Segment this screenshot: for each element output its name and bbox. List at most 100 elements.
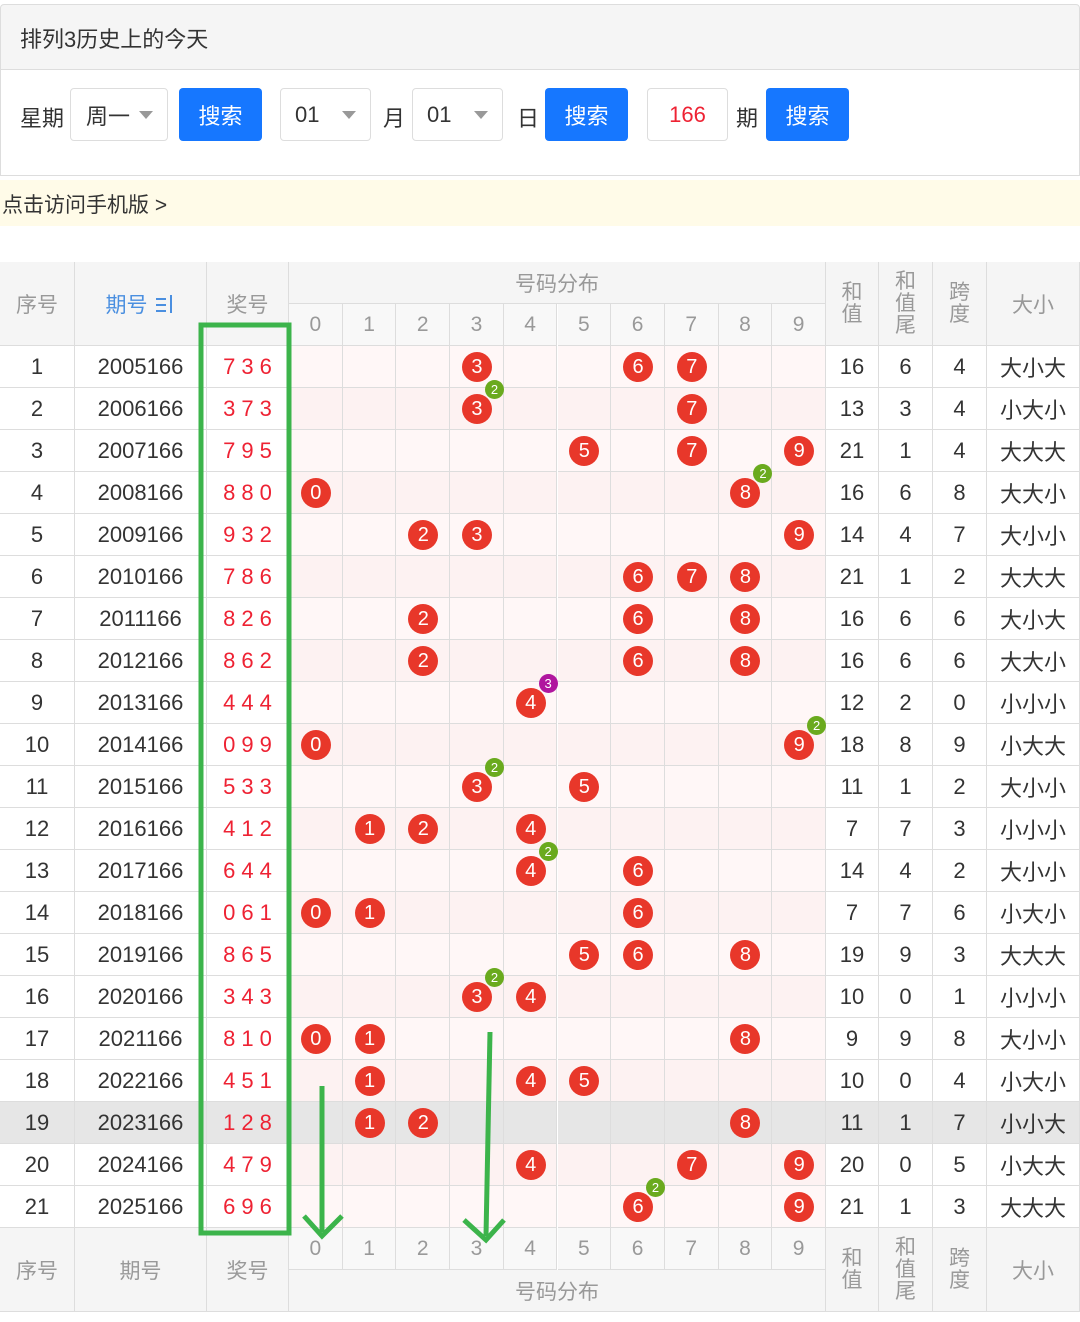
digit-cell bbox=[664, 598, 719, 640]
week-select[interactable]: 周一 bbox=[70, 88, 168, 141]
tail-cell: 6 bbox=[879, 346, 933, 388]
draw-cell: 479 bbox=[207, 1144, 289, 1186]
issue-cell: 2025166 bbox=[75, 1186, 207, 1228]
digit-cell bbox=[503, 430, 558, 472]
digit-cell bbox=[342, 640, 397, 682]
digit-cell bbox=[611, 1060, 665, 1102]
sum-cell: 13 bbox=[826, 388, 879, 430]
header-text: 和值 bbox=[841, 280, 863, 326]
digit-cell bbox=[664, 514, 719, 556]
digit-cell bbox=[342, 430, 397, 472]
digit-cell bbox=[289, 1060, 343, 1102]
number-ball: 2 bbox=[408, 1108, 439, 1138]
header-text: 和值尾 bbox=[895, 1235, 916, 1303]
digit-cell bbox=[664, 892, 719, 934]
digit-cell bbox=[289, 430, 343, 472]
index-cell: 13 bbox=[0, 850, 75, 892]
size-cell: 大小大 bbox=[987, 346, 1080, 388]
index-cell: 6 bbox=[0, 556, 75, 598]
number-ball: 4 bbox=[515, 688, 546, 718]
header-cell: 大小 bbox=[987, 262, 1080, 346]
search-button[interactable]: 搜索 bbox=[766, 88, 849, 141]
repeat-badge: 2 bbox=[646, 1178, 666, 1197]
draw-cell: 451 bbox=[207, 1060, 289, 1102]
digit-cell bbox=[450, 892, 504, 934]
digit-cell bbox=[557, 1018, 612, 1060]
sort-icon[interactable] bbox=[154, 293, 176, 315]
digit-cell bbox=[664, 934, 719, 976]
digit-cell bbox=[450, 430, 504, 472]
sum-cell: 20 bbox=[826, 1144, 879, 1186]
digit-cell bbox=[503, 766, 558, 808]
digit-cell bbox=[450, 808, 504, 850]
number-ball: 6 bbox=[623, 352, 654, 382]
digit-cell bbox=[611, 514, 665, 556]
period-label: 期 bbox=[736, 106, 759, 131]
digit-cell bbox=[772, 346, 826, 388]
digit-header: 6 bbox=[611, 1228, 665, 1270]
digit-cell bbox=[611, 976, 665, 1018]
tail-cell: 4 bbox=[879, 514, 933, 556]
digit-cell bbox=[718, 724, 773, 766]
digit-cell bbox=[718, 808, 773, 850]
draw-cell: 880 bbox=[207, 472, 289, 514]
tail-cell: 0 bbox=[879, 976, 933, 1018]
tail-cell: 2 bbox=[879, 682, 933, 724]
digit-cell bbox=[503, 1018, 558, 1060]
number-ball: 9 bbox=[784, 436, 815, 466]
digit-header: 4 bbox=[503, 1228, 558, 1270]
span-cell: 2 bbox=[933, 766, 987, 808]
issue-cell: 2017166 bbox=[75, 850, 207, 892]
size-cell: 大大小 bbox=[987, 472, 1080, 514]
digit-cell bbox=[289, 598, 343, 640]
size-cell: 大大大 bbox=[987, 556, 1080, 598]
tail-cell: 6 bbox=[879, 598, 933, 640]
draw-cell: 128 bbox=[207, 1102, 289, 1144]
digit-cell bbox=[396, 934, 451, 976]
tail-cell: 1 bbox=[879, 556, 933, 598]
issue-cell: 2015166 bbox=[75, 766, 207, 808]
digit-cell bbox=[450, 1060, 504, 1102]
number-ball: 9 bbox=[784, 520, 815, 550]
digit-header: 9 bbox=[772, 304, 826, 346]
digit-cell bbox=[772, 892, 826, 934]
tail-cell: 0 bbox=[879, 1144, 933, 1186]
digit-cell bbox=[611, 808, 665, 850]
tail-cell: 8 bbox=[879, 724, 933, 766]
draw-cell: 061 bbox=[207, 892, 289, 934]
digit-cell bbox=[557, 808, 612, 850]
sum-cell: 16 bbox=[826, 472, 879, 514]
month-select[interactable]: 01 bbox=[280, 88, 371, 141]
digit-cell bbox=[396, 682, 451, 724]
header-text: 和值 bbox=[841, 1246, 863, 1292]
header-cell: 和值尾 bbox=[879, 1228, 933, 1312]
issue-cell: 2010166 bbox=[75, 556, 207, 598]
banner[interactable] bbox=[0, 180, 1080, 226]
digit-cell bbox=[289, 514, 343, 556]
number-ball: 6 bbox=[623, 898, 654, 928]
digit-cell bbox=[503, 1102, 558, 1144]
number-ball: 6 bbox=[623, 1192, 654, 1222]
day-select[interactable]: 01 bbox=[412, 88, 503, 141]
draw-cell: 412 bbox=[207, 808, 289, 850]
size-cell: 大小小 bbox=[987, 514, 1080, 556]
period-input[interactable]: 166 bbox=[647, 88, 728, 141]
digit-cell bbox=[289, 934, 343, 976]
month-label: 月 bbox=[383, 106, 406, 131]
digit-cell bbox=[450, 1186, 504, 1228]
banner-link[interactable]: 点击访问手机版 > bbox=[2, 194, 168, 217]
issue-cell: 2016166 bbox=[75, 808, 207, 850]
digit-cell bbox=[396, 766, 451, 808]
number-ball: 8 bbox=[730, 646, 761, 676]
size-cell: 小小小 bbox=[987, 976, 1080, 1018]
index-cell: 19 bbox=[0, 1102, 75, 1144]
number-ball: 4 bbox=[515, 1150, 546, 1180]
tail-cell: 4 bbox=[879, 850, 933, 892]
search-button[interactable]: 搜索 bbox=[179, 88, 262, 141]
search-button[interactable]: 搜索 bbox=[545, 88, 628, 141]
index-cell: 20 bbox=[0, 1144, 75, 1186]
size-cell: 大大小 bbox=[987, 640, 1080, 682]
header-cell: 序号 bbox=[0, 1228, 75, 1312]
digit-cell bbox=[450, 556, 504, 598]
